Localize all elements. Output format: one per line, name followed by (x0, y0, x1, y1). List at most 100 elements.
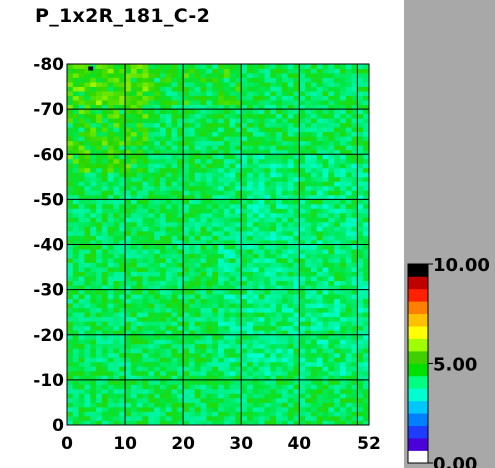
heatmap-cell (171, 294, 178, 300)
heatmap-cell (258, 294, 265, 300)
heatmap-cell (148, 181, 155, 187)
heatmap-cell (101, 343, 109, 349)
heatmap-cell (148, 303, 155, 309)
heatmap-cell (334, 393, 341, 399)
heatmap-cell (130, 307, 138, 313)
heatmap-cell (171, 104, 178, 110)
heatmap-cell (206, 68, 213, 74)
heatmap-cell (293, 217, 300, 223)
heatmap-cell (299, 276, 306, 281)
heatmap-cell (96, 73, 103, 78)
heatmap-cell (136, 95, 143, 101)
heatmap-cell (229, 352, 236, 358)
heatmap-cell (287, 393, 294, 399)
heatmap-cell (293, 64, 300, 69)
heatmap-cell (96, 113, 103, 119)
heatmap-cell (281, 343, 289, 349)
heatmap-cell (345, 307, 352, 313)
heatmap-cell (159, 109, 167, 115)
heatmap-cell (258, 95, 265, 101)
heatmap-cell (351, 181, 358, 187)
heatmap-cell (258, 280, 265, 286)
heatmap-cell (159, 361, 167, 367)
heatmap-cell (165, 393, 172, 399)
heatmap-cell (305, 167, 312, 173)
heatmap-cell (229, 298, 236, 304)
heatmap-cell (235, 190, 242, 196)
heatmap-cell (107, 361, 114, 367)
heatmap-cell (235, 221, 242, 227)
heatmap-cell (339, 276, 347, 281)
heatmap-cell (264, 330, 271, 336)
heatmap-cell (223, 420, 231, 426)
heatmap-cell (345, 262, 352, 268)
heatmap-cell (125, 357, 132, 363)
heatmap-cell (148, 357, 155, 363)
heatmap-cell (270, 91, 277, 96)
heatmap-cell (206, 312, 213, 318)
heatmap-cell (339, 262, 347, 268)
heatmap-cell (334, 167, 341, 173)
heatmap-cell (90, 154, 97, 160)
heatmap-cell (247, 375, 254, 381)
heatmap-cell (322, 393, 329, 399)
heatmap-cell (299, 230, 306, 236)
heatmap-cell (125, 131, 132, 137)
heatmap-cell (351, 208, 358, 214)
heatmap-cell (305, 136, 312, 142)
heatmap-cell (171, 208, 178, 214)
heatmap-cell (299, 212, 306, 218)
heatmap-cell (212, 95, 219, 101)
heatmap-cell (241, 384, 248, 390)
heatmap-cell (171, 406, 178, 412)
heatmap-cell (258, 212, 265, 218)
heatmap-cell (281, 127, 289, 133)
heatmap-cell (177, 113, 184, 119)
heatmap-cell (136, 402, 143, 408)
heatmap-cell (154, 104, 161, 110)
heatmap-cell (258, 217, 265, 223)
heatmap-cell (206, 167, 213, 173)
heatmap-cell (72, 343, 80, 349)
heatmap-cell (241, 203, 248, 209)
heatmap-cell (241, 163, 248, 169)
heatmap-cell (113, 348, 120, 354)
heatmap-cell (287, 294, 294, 300)
heatmap-cell (357, 276, 364, 281)
heatmap-cell (351, 276, 358, 281)
heatmap-cell (281, 199, 289, 205)
heatmap-cell (96, 181, 103, 187)
heatmap-cell (154, 109, 161, 115)
heatmap-cell (96, 163, 103, 169)
heatmap-cell (84, 127, 91, 133)
heatmap-cell (78, 298, 85, 304)
heatmap-cell (276, 181, 283, 187)
heatmap-cell (188, 411, 196, 417)
heatmap-cell (287, 131, 294, 137)
heatmap-cell (247, 280, 254, 286)
heatmap-cell (188, 149, 196, 155)
heatmap-cell (148, 366, 155, 372)
heatmap-cell (339, 91, 347, 96)
heatmap-cell (305, 388, 312, 394)
heatmap-cell (247, 379, 254, 385)
heatmap-cell (264, 343, 271, 349)
heatmap-cell (229, 68, 236, 74)
heatmap-cell (67, 393, 74, 399)
x-tick-label: 0 (61, 434, 73, 454)
heatmap-cell (188, 131, 196, 137)
heatmap-cell (218, 185, 225, 191)
heatmap-cell (159, 406, 167, 412)
heatmap-cell (322, 343, 329, 349)
heatmap-cell (142, 379, 149, 385)
heatmap-cell (78, 64, 85, 69)
heatmap-cell (136, 86, 143, 92)
heatmap-cell (264, 352, 271, 358)
heatmap-cell (328, 312, 335, 318)
heatmap-cell (351, 348, 358, 354)
heatmap-cell (258, 343, 265, 349)
heatmap-cell (351, 339, 358, 345)
heatmap-cell (72, 100, 80, 106)
heatmap-cell (270, 217, 277, 223)
heatmap-cell (223, 235, 231, 241)
